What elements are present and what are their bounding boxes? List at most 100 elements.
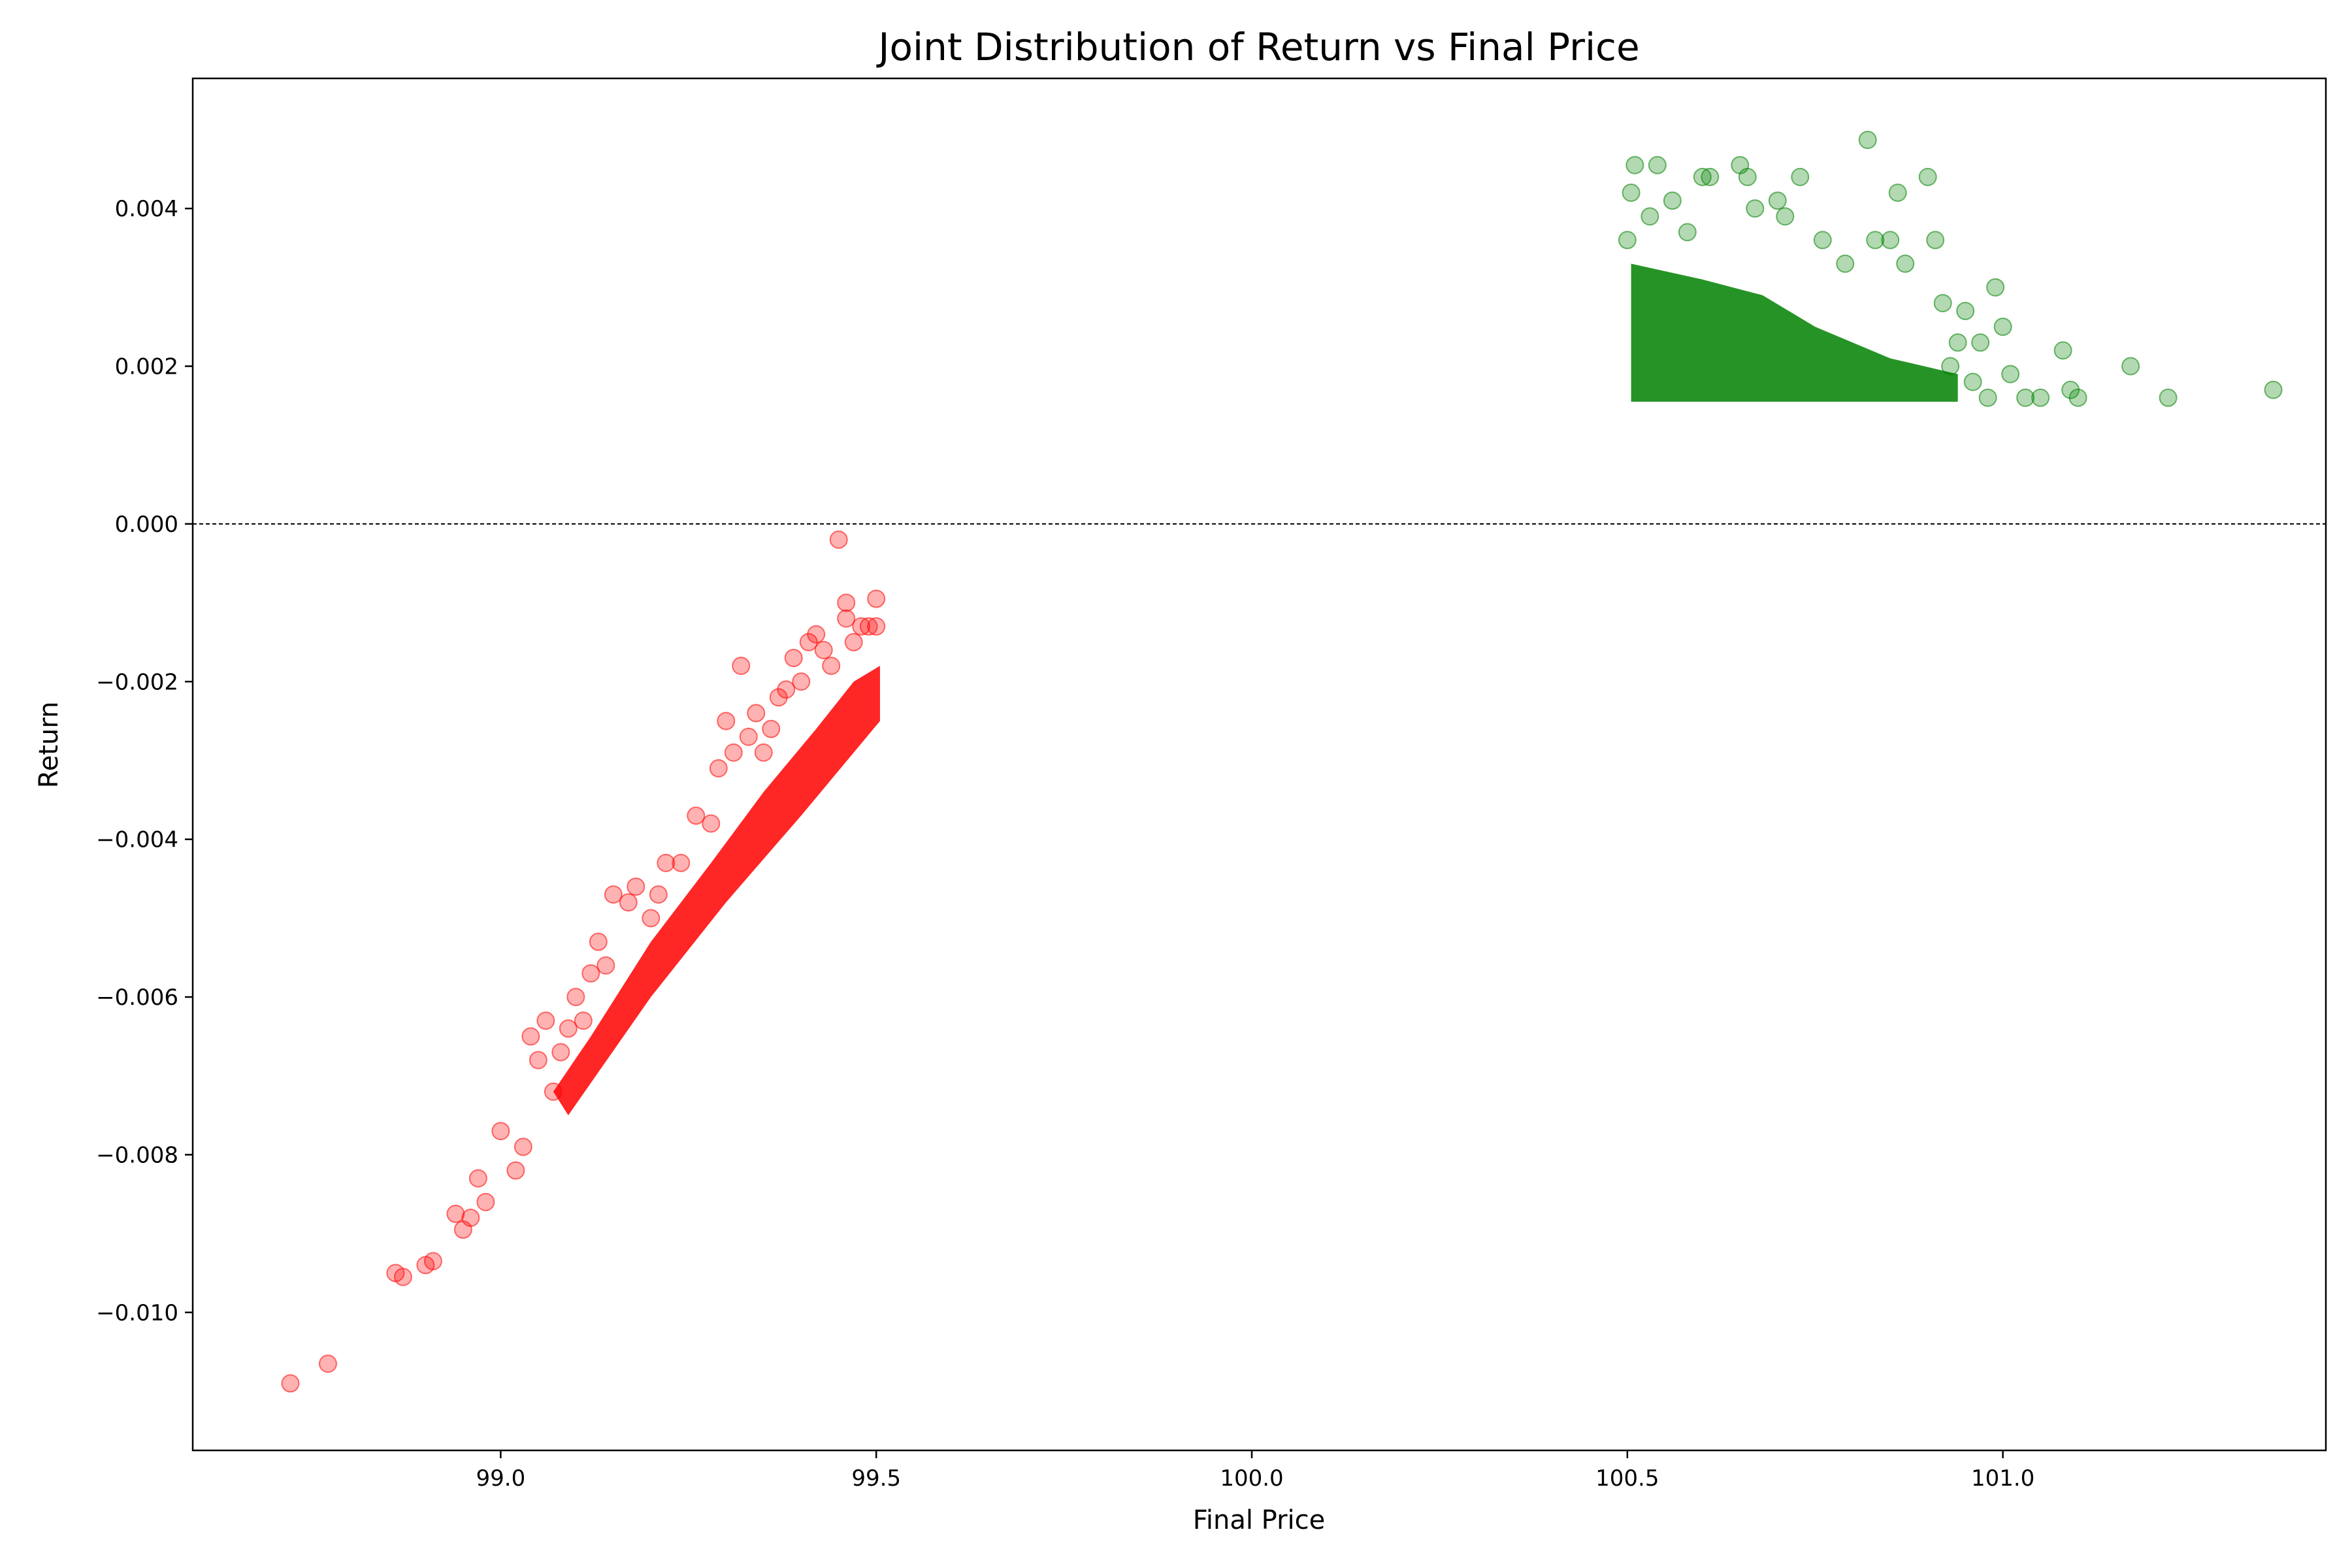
scatter-point <box>1956 302 1975 321</box>
scatter-point <box>784 649 803 668</box>
y-tick-label: −0.010 <box>96 1300 178 1326</box>
y-axis-label: Return <box>34 702 64 789</box>
x-tick-label: 100.0 <box>1220 1465 1283 1492</box>
y-tick-label: −0.008 <box>96 1142 178 1168</box>
y-tick-label: 0.002 <box>115 354 178 380</box>
scatter-point <box>1618 231 1637 250</box>
scatter-point <box>1836 254 1855 273</box>
scatter-point <box>506 1161 525 1180</box>
scatter-point <box>739 727 758 746</box>
scatter-point <box>702 814 721 833</box>
scatter-point <box>2159 388 2178 407</box>
scatter-point <box>709 759 728 778</box>
scatter-point <box>1896 254 1915 273</box>
scatter-point <box>1678 223 1697 242</box>
return-core-region-positive <box>1631 263 1958 402</box>
scatter-point <box>476 1192 495 1211</box>
x-axis-label: Final Price <box>1193 1505 1325 1535</box>
scatter-point <box>281 1374 300 1393</box>
scatter-point <box>1791 167 1810 186</box>
scatter-point <box>837 609 856 628</box>
scatter-point <box>2068 388 2087 407</box>
scatter-point <box>687 806 706 825</box>
scatter-point <box>1693 167 1712 186</box>
scatter-point <box>1881 231 1900 250</box>
scatter-point <box>837 593 856 612</box>
scatter-point <box>732 657 751 676</box>
scatter-point <box>596 956 615 975</box>
scatter-point <box>1986 278 2005 297</box>
scatter-point <box>1625 155 1644 174</box>
scatter-point <box>423 1252 442 1271</box>
scatter-point <box>574 1011 593 1030</box>
x-tick-label: 101.0 <box>1971 1465 2034 1492</box>
scatter-point <box>566 988 585 1007</box>
scatter-point <box>581 964 600 983</box>
return-core-region-negative <box>553 666 880 1116</box>
scatter-point <box>1926 231 1945 250</box>
scatter-point <box>852 617 871 636</box>
scatter-point <box>1622 184 1641 202</box>
scatter-point <box>822 657 841 676</box>
scatter-point <box>814 641 833 659</box>
y-tick-label: −0.004 <box>96 827 178 853</box>
y-tick-label: 0.000 <box>115 512 178 538</box>
chart-title: Joint Distribution of Return vs Final Pr… <box>876 25 1639 69</box>
scatter-point <box>2264 380 2283 399</box>
scatter-point <box>747 704 766 723</box>
scatter-point <box>649 885 668 904</box>
scatter-point <box>724 743 743 762</box>
scatter-point <box>792 672 811 691</box>
scatter-point <box>1776 207 1795 226</box>
scatter-point <box>1948 333 1967 352</box>
scatter-point <box>514 1137 532 1156</box>
scatter-point <box>604 885 623 904</box>
points-layer <box>281 131 2283 1393</box>
scatter-point <box>1888 184 1907 202</box>
scatter-point <box>642 909 661 928</box>
scatter-point <box>844 632 863 651</box>
scatter-point <box>468 1169 487 1188</box>
scatter-point <box>318 1354 337 1373</box>
scatter-point <box>589 932 608 951</box>
scatter-point <box>1918 167 1937 186</box>
x-axis-ticks: 99.0 99.5 100.0 100.5 101.0 <box>476 1450 2034 1492</box>
scatter-point <box>1963 372 1982 391</box>
scatter-point <box>807 625 826 644</box>
scatter-point <box>867 589 886 608</box>
scatter-point <box>1768 191 1787 210</box>
scatter-point <box>762 719 781 738</box>
scatter-point <box>717 711 736 730</box>
scatter-point <box>521 1027 540 1046</box>
scatter-point <box>2031 388 2050 407</box>
scatter-point <box>1858 131 1877 150</box>
scatter-point <box>1813 231 1832 250</box>
scatter-point <box>1663 191 1682 210</box>
scatter-point <box>657 853 676 872</box>
scatter-point <box>1746 199 1765 218</box>
scatter-point <box>446 1204 465 1223</box>
scatter-point <box>672 853 691 872</box>
y-tick-label: −0.002 <box>96 669 178 695</box>
y-tick-label: −0.006 <box>96 985 178 1011</box>
x-tick-label: 100.5 <box>1595 1465 1659 1492</box>
scatter-point <box>2016 388 2035 407</box>
y-axis-ticks: 0.004 0.002 0.000 −0.002 −0.004 −0.006 −0.008 −… <box>96 196 193 1326</box>
scatter-point <box>536 1011 555 1030</box>
y-tick-label: 0.004 <box>115 196 178 222</box>
scatter-point <box>544 1082 563 1101</box>
scatter-point <box>1933 293 1952 312</box>
scatter-point <box>627 877 645 896</box>
scatter-point <box>1978 388 1997 407</box>
scatter-point <box>2121 357 2140 376</box>
scatter-point <box>829 531 848 549</box>
scatter-point <box>2053 341 2072 360</box>
x-tick-label: 99.5 <box>851 1465 901 1492</box>
scatter-point <box>1701 167 1720 186</box>
scatter-point <box>777 680 796 699</box>
scatter-point <box>491 1122 510 1141</box>
scatter-point <box>1738 167 1757 186</box>
